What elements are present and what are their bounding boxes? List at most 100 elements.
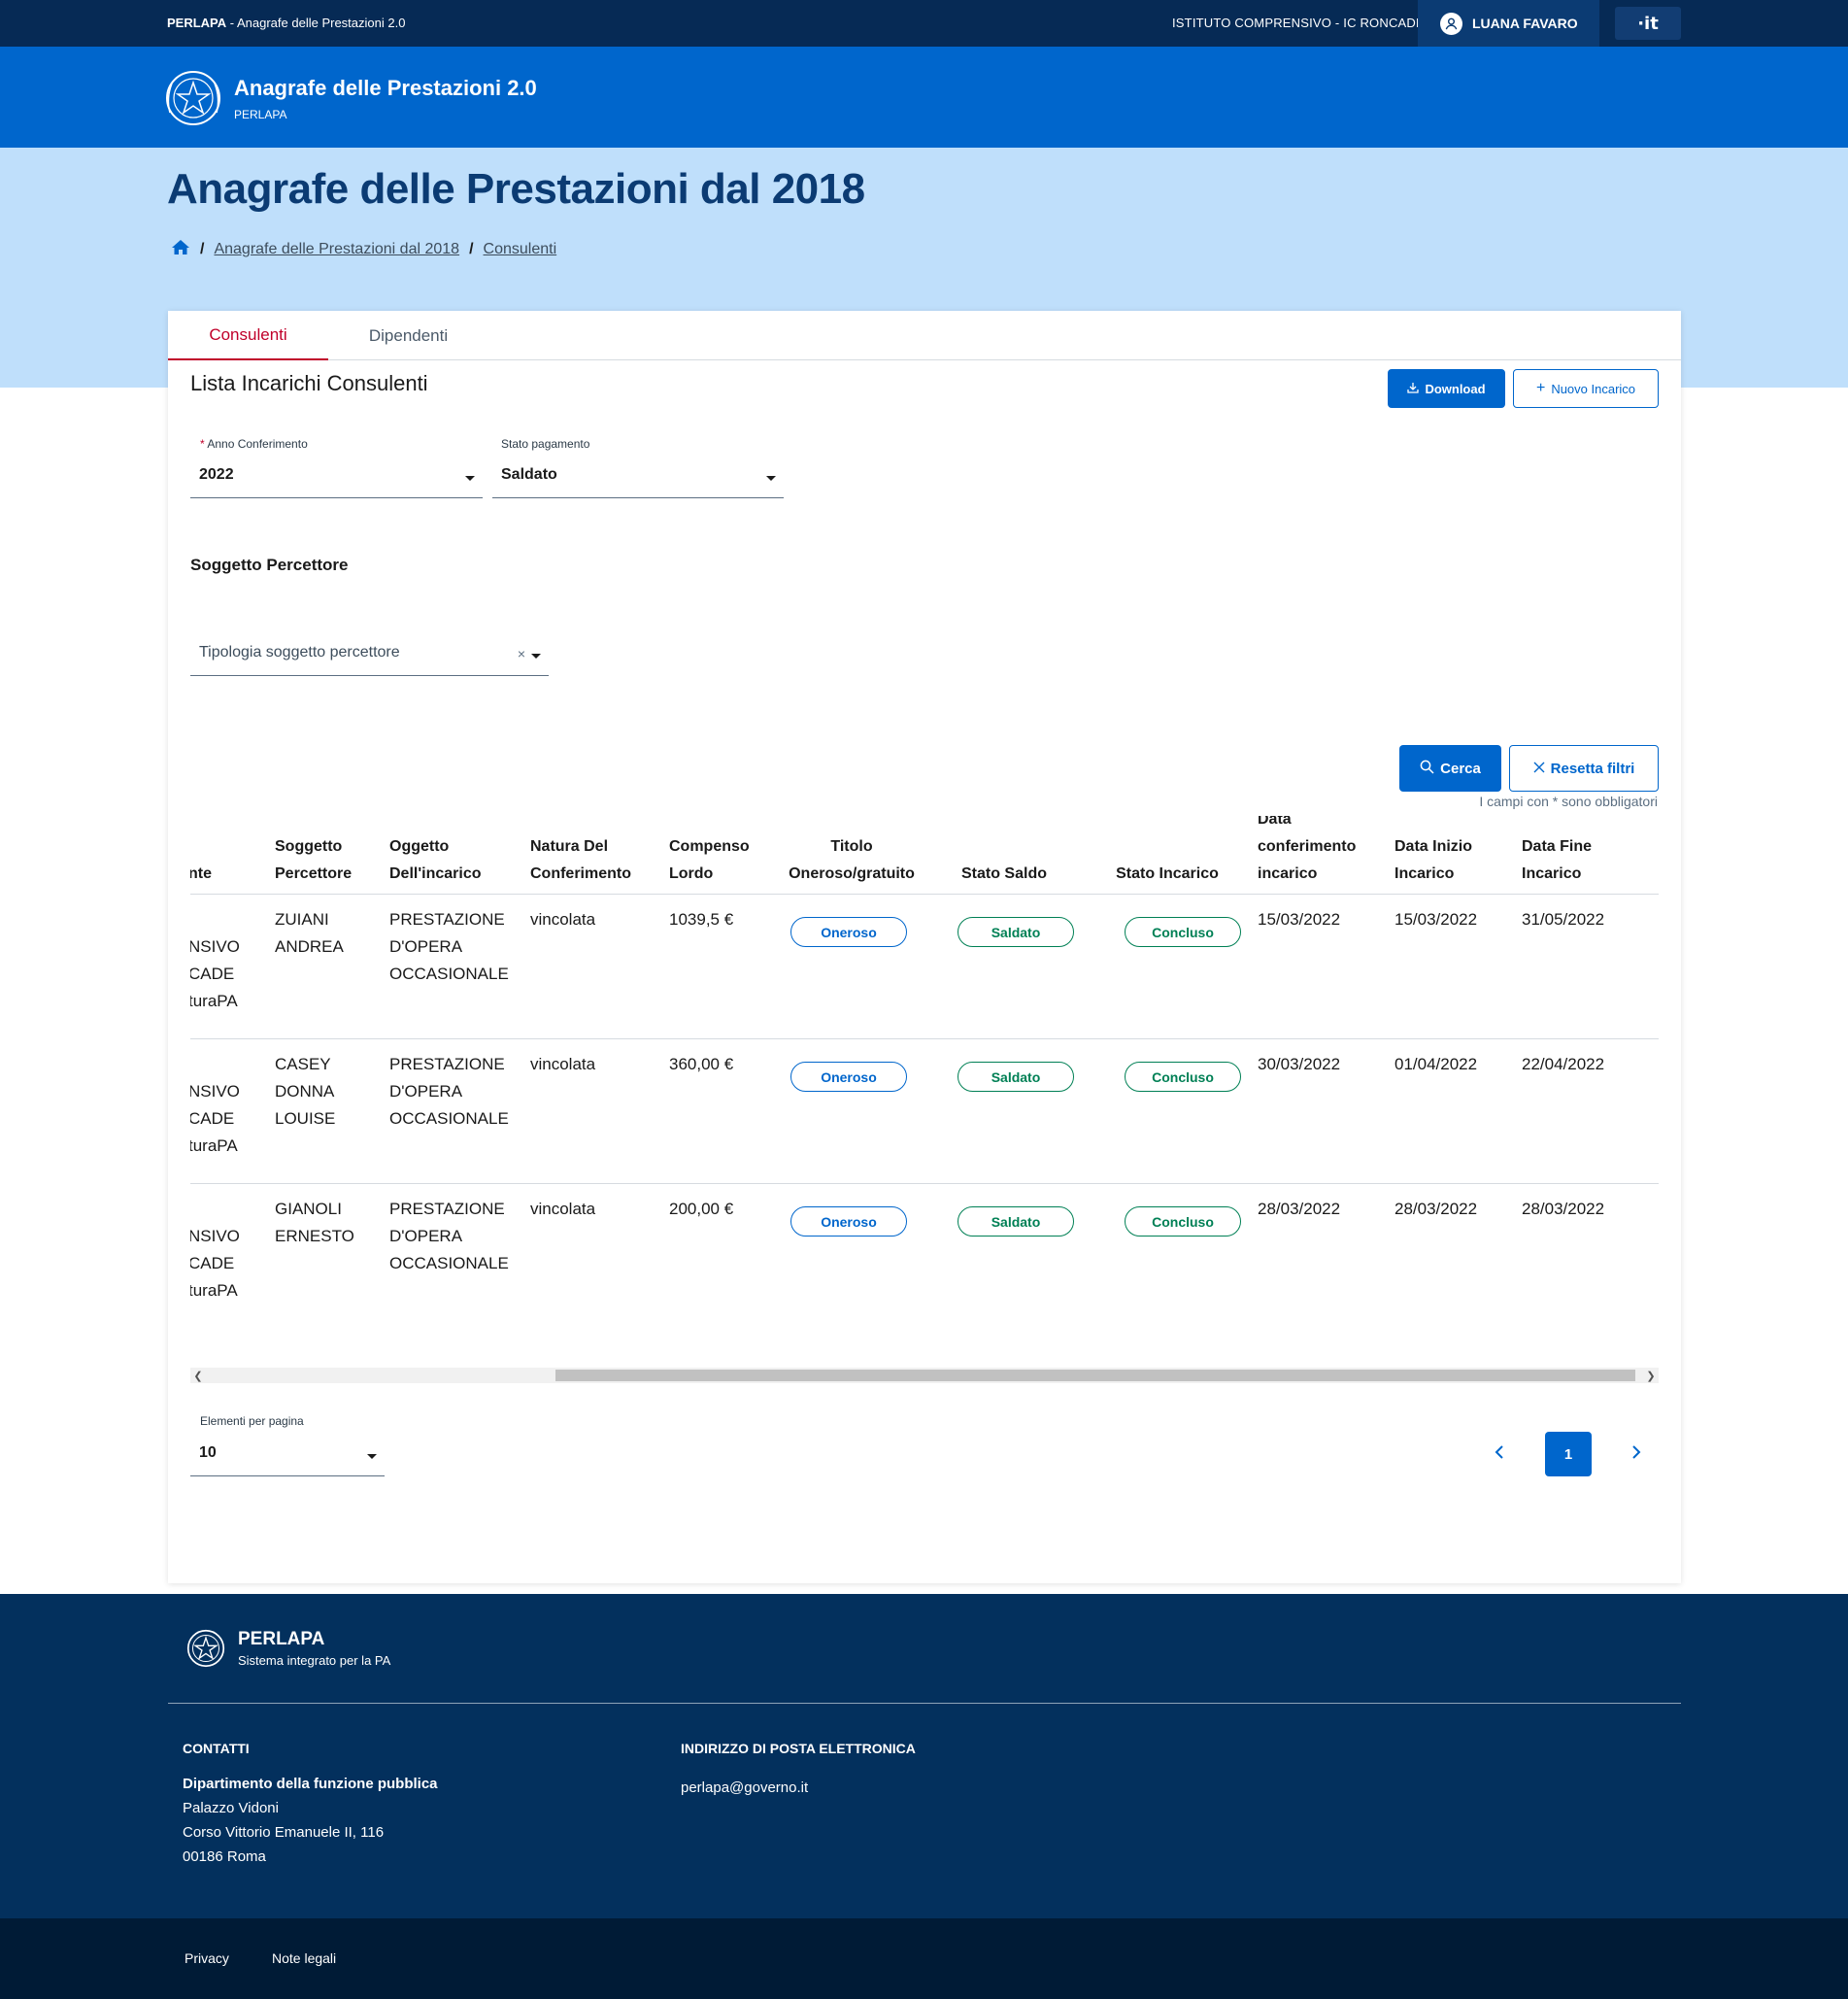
cell-data-fine: 31/05/2022 (1522, 910, 1605, 929)
cell-compenso: 200,00 € (669, 1200, 734, 1218)
titolo-badge: Oneroso (790, 917, 907, 947)
scrollbar-thumb[interactable] (555, 1370, 1635, 1381)
chevron-left-icon (1495, 1444, 1504, 1465)
cell-data-fine: 28/03/2022 (1522, 1200, 1605, 1218)
breadcrumb-separator: / (469, 241, 474, 257)
cell-data-fine: 22/04/2022 (1522, 1055, 1605, 1073)
cell-soggetto: ZUIANI ANDREA (275, 910, 344, 956)
home-icon[interactable] (171, 239, 190, 260)
cell-oggetto: PRESTAZIONE D'OPERA OCCASIONALE (389, 910, 509, 983)
chevron-down-icon (367, 1454, 377, 1459)
content-card: Consulenti Dipendenti Lista Incarichi Co… (168, 311, 1681, 1583)
stato-pagamento-select[interactable]: Saldato (492, 457, 784, 498)
emblem-icon (185, 1624, 227, 1677)
cell-soggetto: GIANOLI ERNESTO (275, 1200, 354, 1245)
reset-filters-button[interactable]: Resetta filtri (1509, 745, 1659, 792)
required-fields-note: I campi con * sono obbligatori (1479, 794, 1658, 809)
breadcrumb-link-consulenti[interactable]: Consulenti (483, 241, 557, 257)
column-header-stato-saldo[interactable]: Stato Saldo (960, 865, 1047, 882)
column-header-data-inizio[interactable]: Data Inizio Incarico (1394, 838, 1473, 882)
email-link[interactable]: perlapa@governo.it (681, 1779, 809, 1796)
column-header-soggetto[interactable]: Soggetto Percettore (275, 838, 353, 882)
email-heading: INDIRIZZO DI POSTA ELETTRONICA (681, 1741, 916, 1756)
chevron-down-icon (531, 654, 541, 659)
emblem-icon[interactable] (162, 62, 224, 139)
stato-incarico-badge: Concluso (1125, 1206, 1241, 1237)
tipologia-select[interactable]: Tipologia soggetto percettore × (190, 634, 549, 676)
anno-select[interactable]: 2022 (190, 457, 483, 498)
slim-header: PERLAPA - Anagrafe delle Prestazioni 2.0… (0, 0, 1848, 47)
page-1-button[interactable]: 1 (1545, 1432, 1592, 1476)
new-assignment-button[interactable]: + Nuovo Incarico (1513, 369, 1659, 408)
cell-data-conferimento: 15/03/2022 (1258, 910, 1341, 929)
contacts-line: Palazzo Vidoni (183, 1800, 279, 1816)
cell-ente: NSIVO CADE turaPA (190, 937, 240, 1010)
contacts-line: Corso Vittorio Emanuele II, 116 (183, 1824, 385, 1841)
cell-soggetto: CASEY DONNA LOUISE (275, 1055, 336, 1128)
per-page-label: Elementi per pagina (200, 1414, 304, 1428)
titolo-badge: Oneroso (790, 1206, 907, 1237)
row-divider (190, 894, 1659, 895)
institute-name: ISTITUTO COMPRENSIVO - IC RONCADE (1172, 16, 1425, 30)
column-header-titolo[interactable]: Titolo Oneroso/gratuito (789, 838, 915, 882)
cell-compenso: 360,00 € (669, 1055, 734, 1073)
titolo-badge: Oneroso (790, 1062, 907, 1092)
stato-pagamento-label: Stato pagamento (501, 437, 590, 451)
cell-natura: vincolata (530, 1200, 596, 1218)
cell-oggetto: PRESTAZIONE D'OPERA OCCASIONALE (389, 1055, 509, 1128)
cell-oggetto: PRESTAZIONE D'OPERA OCCASIONALE (389, 1200, 509, 1272)
clear-icon[interactable]: × (517, 646, 525, 661)
search-button[interactable]: Cerca (1399, 745, 1501, 792)
cell-natura: vincolata (530, 910, 596, 929)
cell-ente: NSIVO CADE turaPA (190, 1227, 240, 1300)
search-icon (1420, 760, 1434, 778)
chevron-down-icon (465, 476, 475, 481)
user-menu-button[interactable]: LUANA FAVARO (1418, 0, 1599, 47)
cell-ente: NSIVO CADE turaPA (190, 1082, 240, 1155)
privacy-link[interactable]: Privacy (185, 1950, 229, 1966)
cell-data-inizio: 28/03/2022 (1394, 1200, 1478, 1218)
chevron-right-icon (1631, 1444, 1641, 1465)
next-page-button[interactable] (1622, 1432, 1651, 1476)
prev-page-button[interactable] (1485, 1432, 1514, 1476)
contacts-heading: CONTATTI (183, 1741, 250, 1756)
footer-subtitle: Sistema integrato per la PA (238, 1653, 391, 1668)
cell-data-inizio: 15/03/2022 (1394, 910, 1478, 929)
user-name: LUANA FAVARO (1472, 16, 1578, 31)
tab-dipendenti[interactable]: Dipendenti (368, 325, 449, 345)
legal-notes-link[interactable]: Note legali (272, 1950, 337, 1966)
app-title[interactable]: Anagrafe delle Prestazioni 2.0 (234, 76, 537, 100)
breadcrumb-separator: / (200, 241, 205, 257)
download-button[interactable]: Download (1388, 369, 1505, 408)
close-icon (1533, 761, 1545, 777)
main-header: Anagrafe delle Prestazioni 2.0 PERLAPA (0, 47, 1848, 148)
stato-saldo-badge: Saldato (958, 917, 1074, 947)
scroll-left-icon[interactable]: ❮ (193, 1370, 203, 1382)
breadcrumb-link-anagrafe[interactable]: Anagrafe delle Prestazioni dal 2018 (214, 241, 460, 257)
contacts-line: 00186 Roma (183, 1848, 266, 1865)
column-header-natura[interactable]: Natura Del Conferimento (530, 838, 631, 882)
scroll-right-icon[interactable]: ❯ (1646, 1370, 1656, 1382)
per-page-select[interactable]: 10 (190, 1435, 385, 1476)
contacts-org: Dipartimento della funzione pubblica (183, 1776, 438, 1792)
soggetto-section-label: Soggetto Percettore (190, 556, 349, 574)
table-horizontal-scrollbar[interactable]: ❮ ❯ (190, 1368, 1659, 1383)
anno-label: * Anno Conferimento (200, 437, 308, 451)
stato-saldo-badge: Saldato (958, 1062, 1074, 1092)
column-header-stato-incarico[interactable]: Stato Incarico (1116, 865, 1219, 882)
breadcrumb: / Anagrafe delle Prestazioni dal 2018 / … (171, 239, 556, 260)
column-header-data-fine[interactable]: Data Fine Incarico (1522, 838, 1593, 882)
cell-data-conferimento: 30/03/2022 (1258, 1055, 1341, 1073)
row-divider (190, 1038, 1659, 1039)
column-header-compenso[interactable]: Compenso Lordo (669, 838, 750, 882)
stato-incarico-badge: Concluso (1125, 917, 1241, 947)
slim-brand[interactable]: PERLAPA - Anagrafe delle Prestazioni 2.0 (167, 16, 406, 30)
column-header-oggetto[interactable]: Oggetto Dell'incarico (389, 838, 482, 882)
stato-saldo-badge: Saldato (958, 1206, 1074, 1237)
column-header-data-conferimento[interactable]: Data conferimento incarico (1258, 816, 1357, 882)
footer-divider (168, 1703, 1681, 1704)
column-header-ente[interactable]: nte (190, 865, 212, 882)
tab-bar: Consulenti Dipendenti (168, 311, 1681, 360)
tab-consulenti[interactable]: Consulenti (168, 311, 328, 360)
language-switch[interactable]: ·it (1615, 7, 1681, 40)
